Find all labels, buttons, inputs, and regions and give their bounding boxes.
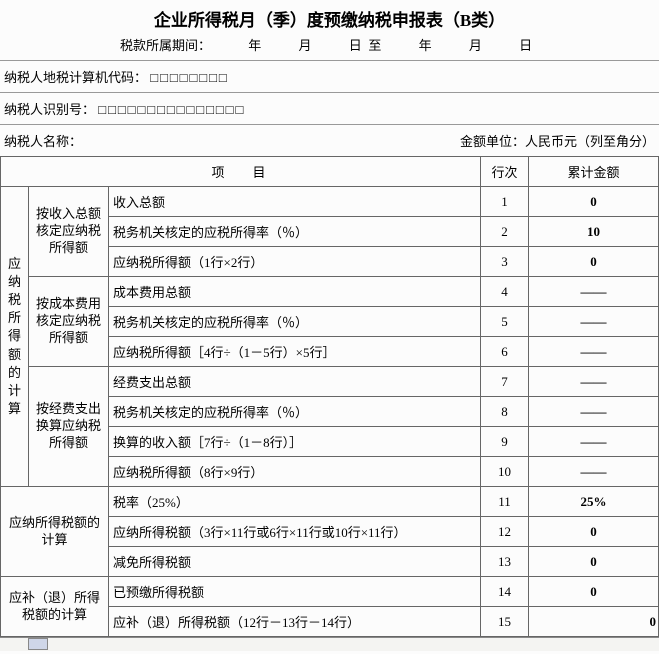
header-amount: 累计金额 (529, 157, 659, 187)
row-number: 8 (481, 397, 529, 427)
row-number: 11 (481, 487, 529, 517)
vertical-group-label: 应纳税所得额的计算 (1, 187, 29, 487)
amount-cell: 25% (529, 487, 659, 517)
period-row: 税款所属期间： 年 月 日 至 年 月 日 (0, 35, 659, 60)
amount-cell: —— (529, 457, 659, 487)
header-item: 项目 (1, 157, 481, 187)
table-row: 按经费支出换算应纳税所得额 经费支出总额 7 —— (1, 367, 659, 397)
row-number: 3 (481, 247, 529, 277)
item-cell: 应纳税所得额（8行×9行） (109, 457, 481, 487)
group-label-2: 按成本费用核定应纳税所得额 (29, 277, 109, 367)
taxpayer-id-boxes: □□□□□□□□□□□□□□□ (98, 103, 245, 118)
amount-cell: —— (529, 277, 659, 307)
row-number: 1 (481, 187, 529, 217)
period-month-2: 月 (469, 38, 482, 53)
item-cell: 税务机关核定的应税所得率（％） (109, 217, 481, 247)
amount-cell: —— (529, 337, 659, 367)
amount-cell: 0 (529, 187, 659, 217)
row-number: 14 (481, 577, 529, 607)
calc-code-label: 纳税人地税计算机代码： (4, 70, 147, 85)
taxpayer-id-row: 纳税人识别号： □□□□□□□□□□□□□□□ (0, 93, 659, 125)
amount-cell: 0 (529, 547, 659, 577)
item-cell: 成本费用总额 (109, 277, 481, 307)
taxpayer-id-label: 纳税人识别号： (4, 102, 95, 117)
taxpayer-name-label: 纳税人名称： (4, 134, 82, 149)
amount-cell: —— (529, 367, 659, 397)
item-cell: 应纳税所得额［4行÷（1－5行）×5行］ (109, 337, 481, 367)
item-cell: 应补（退）所得税额（12行－13行－14行） (109, 607, 481, 637)
table-header-row: 项目 行次 累计金额 (1, 157, 659, 187)
amount-unit-label: 金额单位：人民币元（列至角分） (460, 131, 655, 150)
table-row: 应补（退）所得税额的计算 已预缴所得税额 14 0 (1, 577, 659, 607)
row-number: 5 (481, 307, 529, 337)
item-cell: 已预缴所得税额 (109, 577, 481, 607)
period-day-2: 日 (519, 38, 532, 53)
group-label-1: 按收入总额核定应纳税所得额 (29, 187, 109, 277)
row-number: 6 (481, 337, 529, 367)
amount-cell: —— (529, 307, 659, 337)
row-number: 13 (481, 547, 529, 577)
amount-cell: 10 (529, 217, 659, 247)
item-cell: 应纳所得税额（3行×11行或6行×11行或10行×11行） (109, 517, 481, 547)
item-cell: 税务机关核定的应税所得率（％） (109, 307, 481, 337)
row-number: 15 (481, 607, 529, 637)
table-row: 按成本费用核定应纳税所得额 成本费用总额 4 —— (1, 277, 659, 307)
item-cell: 换算的收入额［7行÷（1－8行）］ (109, 427, 481, 457)
group-label-4: 应纳所得税额的计算 (1, 487, 109, 577)
group-label-5: 应补（退）所得税额的计算 (1, 577, 109, 637)
period-day-1: 日 (349, 38, 362, 53)
row-number: 4 (481, 277, 529, 307)
item-cell: 应纳税所得额（1行×2行） (109, 247, 481, 277)
period-year-1: 年 (248, 38, 261, 53)
calc-code-row: 纳税人地税计算机代码： □□□□□□□□ (0, 60, 659, 93)
period-year-2: 年 (419, 38, 432, 53)
group-label-3: 按经费支出换算应纳税所得额 (29, 367, 109, 487)
row-number: 2 (481, 217, 529, 247)
item-cell: 经费支出总额 (109, 367, 481, 397)
row-number: 9 (481, 427, 529, 457)
amount-cell: —— (529, 427, 659, 457)
amount-cell: 0 (529, 247, 659, 277)
amount-cell: 0 (529, 517, 659, 547)
amount-cell: 0 (529, 607, 659, 637)
item-cell: 税务机关核定的应税所得率（％） (109, 397, 481, 427)
header-row-number: 行次 (481, 157, 529, 187)
item-cell: 税率（25%） (109, 487, 481, 517)
table-row: 应纳所得税额的计算 税率（25%） 11 25% (1, 487, 659, 517)
period-month-1: 月 (299, 38, 312, 53)
declaration-table: 项目 行次 累计金额 应纳税所得额的计算 按收入总额核定应纳税所得额 收入总额 … (0, 156, 659, 637)
row-number: 12 (481, 517, 529, 547)
footer-tab-icon (28, 638, 48, 650)
table-row: 应纳税所得额的计算 按收入总额核定应纳税所得额 收入总额 1 0 (1, 187, 659, 217)
amount-cell: —— (529, 397, 659, 427)
amount-cell: 0 (529, 577, 659, 607)
period-to: 至 (368, 38, 381, 53)
form-title: 企业所得税月（季）度预缴纳税申报表（B类） (0, 0, 659, 35)
item-cell: 收入总额 (109, 187, 481, 217)
period-label: 税款所属期间： (120, 38, 211, 53)
taxpayer-name-row: 纳税人名称： 金额单位：人民币元（列至角分） (0, 125, 659, 156)
calc-code-boxes: □□□□□□□□ (150, 71, 228, 86)
item-cell: 减免所得税额 (109, 547, 481, 577)
footer-strip (0, 637, 659, 651)
row-number: 10 (481, 457, 529, 487)
row-number: 7 (481, 367, 529, 397)
